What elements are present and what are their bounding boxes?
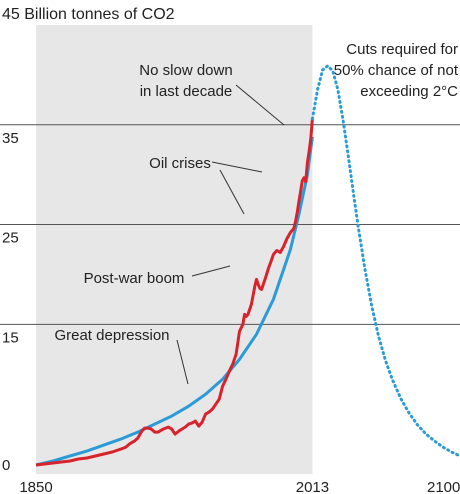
annotation-postwar-line-1: Post-war boom [84, 270, 185, 287]
leader-depression-1 [176, 339, 189, 385]
annotations: Cuts required for 50% chance of not exceed… [54, 41, 458, 344]
x-tick-2013: 2013 [296, 479, 329, 494]
y-tick-25: 25 [2, 230, 19, 247]
y-tick-15: 15 [2, 329, 19, 346]
chart-title: 45 Billion tonnes of CO2 [2, 6, 175, 23]
annotation-leader-lines [176, 84, 285, 385]
series-line-observed [35, 118, 314, 467]
y-tick-35: 35 [2, 130, 19, 147]
leader-oil-1 [211, 161, 263, 173]
leader-postwar-1 [191, 265, 231, 277]
annotation-cuts-line-3: exceeding 2°C [360, 83, 458, 100]
annotation-noslow-line-2: in last decade [140, 83, 233, 100]
y-tick-0: 0 [2, 457, 10, 474]
leader-oil-2 [219, 169, 245, 215]
annotation-noslow-line-1: No slow down [139, 62, 232, 79]
x-tick-2100: 2100 [427, 479, 460, 494]
y-tick-labels: 35 25 15 0 [2, 130, 19, 474]
series-line-trend [35, 136, 314, 467]
grid-lines [0, 124, 460, 325]
series-lines [35, 63, 460, 467]
x-tick-labels: 1850 2013 2100 [19, 479, 460, 494]
annotation-cuts-line-1: Cuts required for [346, 41, 458, 58]
annotation-oil-line-1: Oil crises [149, 155, 211, 172]
annotation-cuts-line-2: 50% chance of not [334, 62, 459, 79]
historical-period-shading [36, 25, 313, 474]
annotation-depression-line-1: Great depression [54, 327, 169, 344]
series-line-cuts [310, 63, 460, 458]
x-tick-1850: 1850 [19, 479, 52, 494]
leader-noslow-1 [235, 84, 285, 126]
